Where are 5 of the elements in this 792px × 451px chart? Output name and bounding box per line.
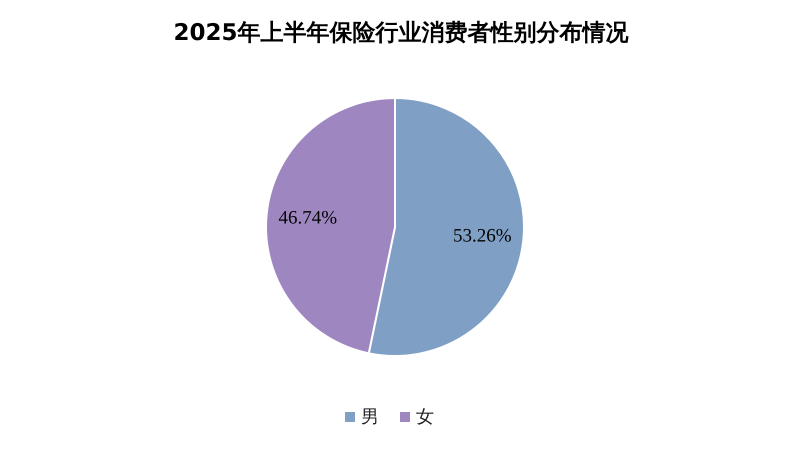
chart-title: 2025年上半年保险行业消费者性别分布情况	[173, 20, 630, 46]
data-label: 46.74%	[278, 208, 338, 229]
data-label: 53.26%	[452, 225, 512, 246]
legend-label: 女	[416, 406, 434, 428]
legend-label: 男	[361, 406, 379, 428]
